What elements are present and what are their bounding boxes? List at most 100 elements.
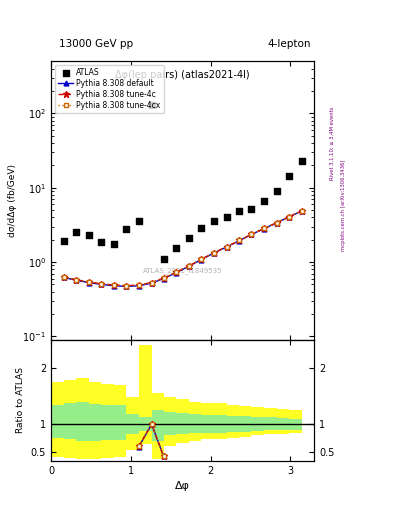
Pythia 8.308 tune-4cx — [112, 282, 116, 288]
Pythia 8.308 tune-4c — [237, 238, 242, 244]
Pythia 8.308 tune-4c — [112, 282, 116, 288]
ATLAS — [248, 205, 255, 214]
Bar — [289, 410, 302, 433]
ATLAS — [173, 244, 180, 252]
Text: mcplots.cern.ch [arXiv:1306.3436]: mcplots.cern.ch [arXiv:1306.3436] — [342, 159, 346, 250]
Bar — [139, 417, 152, 431]
ATLAS — [211, 217, 217, 225]
Pythia 8.308 tune-4c — [299, 208, 304, 214]
Bar — [277, 409, 289, 434]
ATLAS — [160, 255, 167, 263]
Pythia 8.308 tune-4c — [174, 269, 179, 275]
Pythia 8.308 tune-4cx — [299, 208, 304, 214]
ATLAS — [224, 212, 230, 221]
Line: Pythia 8.308 default: Pythia 8.308 default — [61, 209, 304, 289]
Pythia 8.308 tune-4cx — [161, 275, 166, 281]
ATLAS — [149, 101, 155, 109]
Text: ATLAS_2021_I1849535: ATLAS_2021_I1849535 — [143, 267, 222, 273]
ATLAS — [85, 231, 92, 239]
Bar — [64, 403, 76, 439]
Bar — [88, 382, 101, 459]
Pythia 8.308 tune-4c — [61, 274, 66, 280]
Bar — [252, 417, 264, 431]
Bar — [163, 412, 176, 436]
Pythia 8.308 default — [136, 283, 141, 289]
Bar — [51, 382, 64, 457]
Bar — [214, 403, 227, 439]
Pythia 8.308 default — [99, 282, 104, 288]
Pythia 8.308 tune-4cx — [211, 250, 216, 256]
Bar — [126, 414, 139, 434]
Pythia 8.308 tune-4c — [275, 220, 279, 226]
Pythia 8.308 tune-4c — [99, 281, 104, 287]
ATLAS — [186, 234, 192, 242]
Text: 4-lepton: 4-lepton — [267, 38, 310, 49]
Bar — [126, 397, 139, 450]
Text: Rivet 3.1.10; ≥ 3.4M events: Rivet 3.1.10; ≥ 3.4M events — [330, 106, 334, 180]
Line: Pythia 8.308 tune-4c: Pythia 8.308 tune-4c — [61, 208, 305, 289]
Bar — [101, 404, 114, 440]
ATLAS — [111, 240, 117, 248]
Bar — [277, 418, 289, 431]
Bar — [64, 380, 76, 458]
Pythia 8.308 tune-4c — [249, 231, 254, 238]
Pythia 8.308 tune-4c — [124, 283, 129, 289]
Pythia 8.308 default — [224, 244, 229, 250]
ATLAS — [61, 237, 67, 245]
Pythia 8.308 tune-4c — [149, 280, 154, 286]
Bar — [239, 406, 252, 437]
Pythia 8.308 default — [299, 208, 304, 214]
Legend: ATLAS, Pythia 8.308 default, Pythia 8.308 tune-4c, Pythia 8.308 tune-4cx: ATLAS, Pythia 8.308 default, Pythia 8.30… — [55, 65, 163, 113]
Pythia 8.308 default — [187, 263, 191, 269]
Pythia 8.308 tune-4cx — [249, 231, 254, 237]
Bar — [76, 378, 88, 459]
Bar — [114, 404, 126, 440]
Bar — [264, 408, 277, 434]
Bar — [227, 404, 239, 438]
Text: Δφ(lep pairs) (atlas2021-4l): Δφ(lep pairs) (atlas2021-4l) — [116, 70, 250, 80]
Pythia 8.308 tune-4c — [199, 256, 204, 262]
Bar — [201, 415, 214, 433]
Y-axis label: Ratio to ATLAS: Ratio to ATLAS — [16, 367, 25, 433]
Pythia 8.308 default — [149, 280, 154, 286]
Bar — [152, 393, 163, 459]
Pythia 8.308 tune-4cx — [73, 276, 78, 283]
Pythia 8.308 default — [124, 283, 129, 289]
Pythia 8.308 default — [61, 274, 66, 281]
Pythia 8.308 tune-4c — [224, 244, 229, 250]
Bar — [163, 397, 176, 445]
Bar — [101, 383, 114, 458]
Bar — [264, 417, 277, 431]
Bar — [88, 404, 101, 441]
Pythia 8.308 default — [286, 214, 291, 220]
Pythia 8.308 default — [211, 250, 216, 256]
Bar — [227, 416, 239, 432]
Pythia 8.308 tune-4cx — [149, 280, 154, 286]
Pythia 8.308 tune-4c — [86, 279, 91, 285]
Pythia 8.308 default — [161, 275, 166, 282]
Bar — [252, 407, 264, 436]
Pythia 8.308 tune-4c — [161, 275, 166, 281]
Bar — [176, 399, 189, 443]
Pythia 8.308 tune-4c — [136, 282, 141, 288]
X-axis label: Δφ: Δφ — [175, 481, 190, 491]
Pythia 8.308 tune-4cx — [237, 238, 242, 244]
Pythia 8.308 tune-4c — [73, 276, 78, 283]
Pythia 8.308 default — [199, 257, 204, 263]
Bar — [189, 414, 201, 433]
Pythia 8.308 tune-4cx — [61, 274, 66, 280]
ATLAS — [98, 238, 105, 246]
Pythia 8.308 default — [249, 231, 254, 238]
Pythia 8.308 tune-4c — [262, 225, 266, 231]
Line: Pythia 8.308 tune-4cx: Pythia 8.308 tune-4cx — [61, 208, 304, 288]
Bar — [289, 419, 302, 430]
Pythia 8.308 tune-4cx — [187, 263, 191, 269]
Pythia 8.308 tune-4c — [187, 263, 191, 269]
Pythia 8.308 tune-4cx — [275, 220, 279, 226]
ATLAS — [123, 225, 129, 233]
Bar — [189, 402, 201, 441]
Bar — [239, 416, 252, 432]
Pythia 8.308 default — [86, 280, 91, 286]
ATLAS — [136, 217, 142, 225]
ATLAS — [198, 224, 204, 232]
